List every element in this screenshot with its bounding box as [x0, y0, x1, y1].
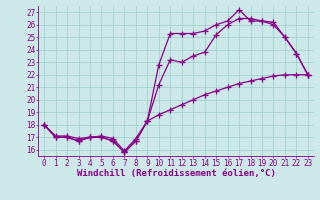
X-axis label: Windchill (Refroidissement éolien,°C): Windchill (Refroidissement éolien,°C)	[76, 169, 276, 178]
